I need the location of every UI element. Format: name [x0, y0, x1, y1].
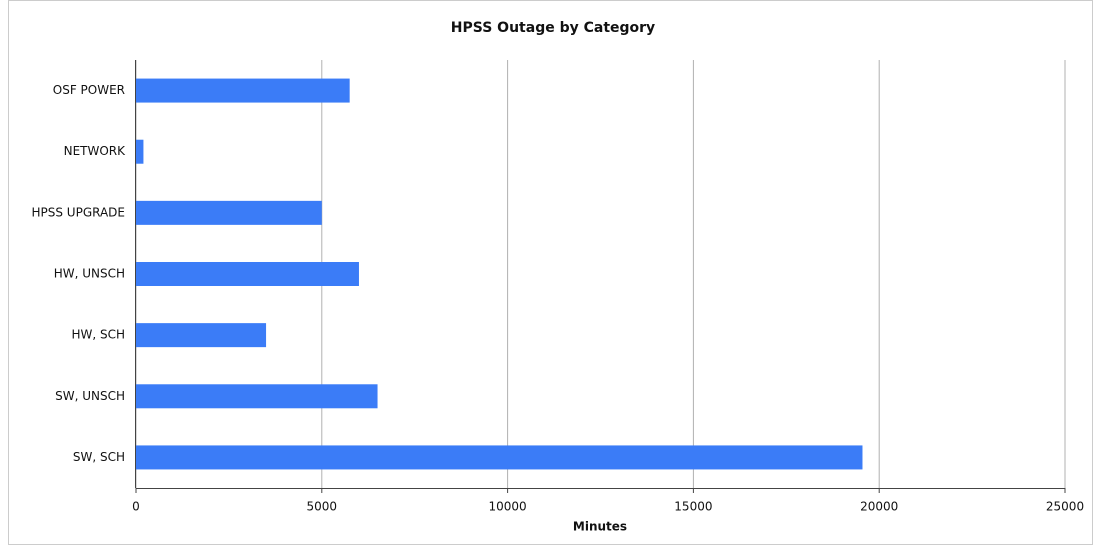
- y-tick-label: HPSS UPGRADE: [31, 205, 125, 219]
- x-tick-label: 25000: [1046, 500, 1084, 514]
- x-tick-label: 10000: [489, 500, 527, 514]
- y-tick-label: OSF POWER: [53, 83, 125, 97]
- x-tick-label: 15000: [674, 500, 712, 514]
- y-tick-label: SW, UNSCH: [55, 389, 125, 403]
- bar: [136, 262, 359, 286]
- x-tick-label: 20000: [860, 500, 898, 514]
- chart-title: HPSS Outage by Category: [451, 20, 655, 36]
- y-tick-label: HW, UNSCH: [54, 267, 125, 281]
- x-tick-label: 0: [132, 500, 140, 514]
- bar: [136, 200, 322, 225]
- bar: [136, 78, 350, 103]
- y-tick-label: SW, SCH: [73, 450, 125, 464]
- x-tick-label: 5000: [307, 500, 338, 514]
- bar: [136, 384, 378, 409]
- y-tick-label: NETWORK: [64, 144, 127, 158]
- y-tick-label: HW, SCH: [71, 328, 125, 342]
- x-axis-label: Minutes: [573, 520, 627, 534]
- bar: [136, 445, 863, 470]
- bar: [136, 323, 267, 348]
- bar: [136, 139, 144, 164]
